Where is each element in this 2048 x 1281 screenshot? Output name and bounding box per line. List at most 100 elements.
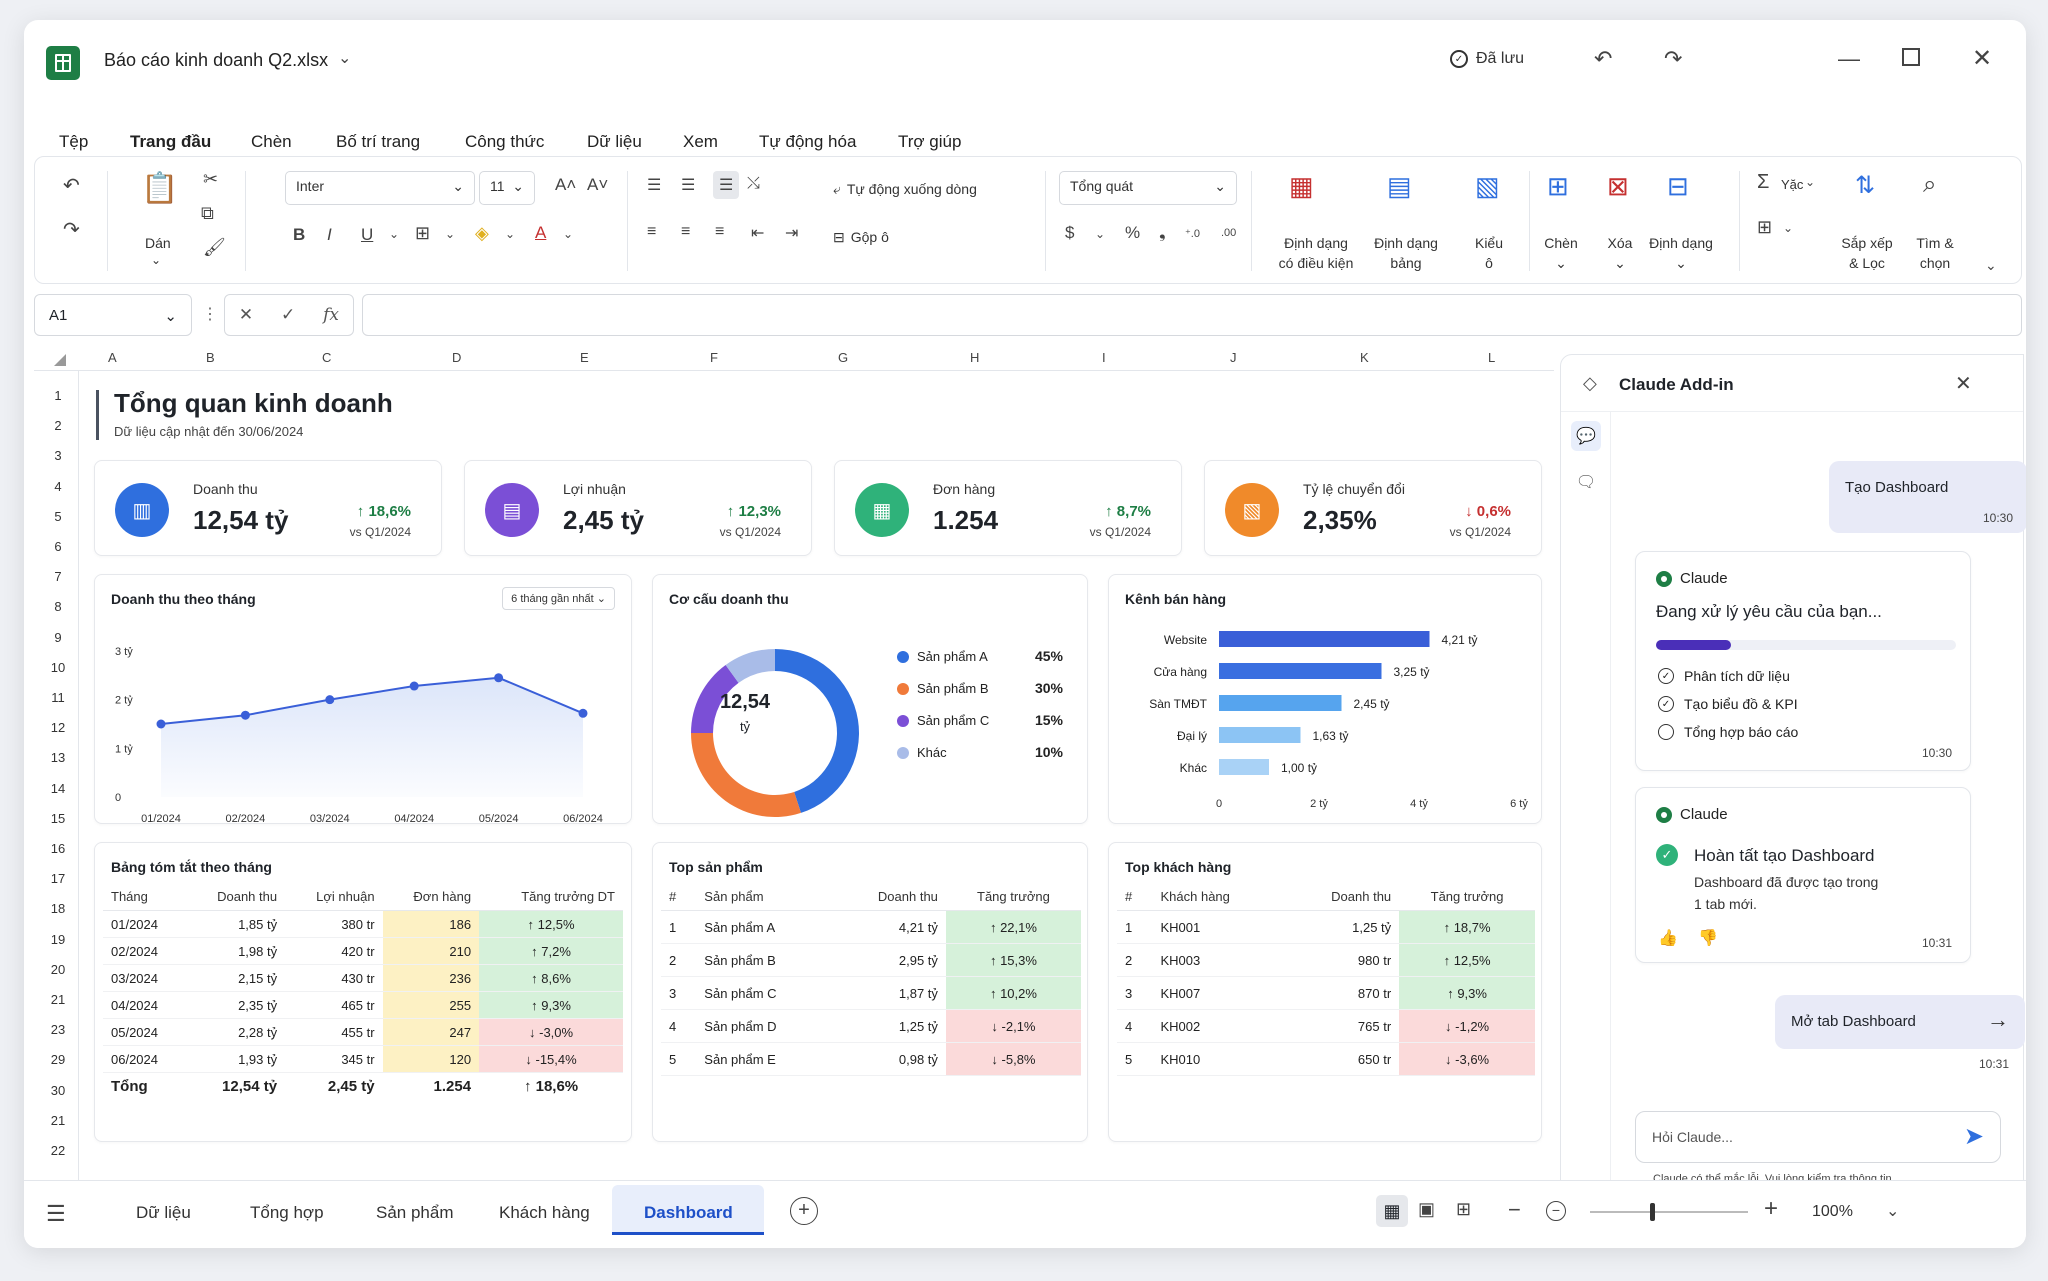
sort-filter-button[interactable]: Sắp xếp & Lọc [1841, 235, 1893, 271]
sort-filter-icon[interactable]: ⇅ [1855, 172, 1876, 199]
row-header[interactable]: 6 [54, 539, 62, 554]
table-cell[interactable]: 04/2024 [103, 991, 186, 1019]
delete-cells-button[interactable]: Xóa ⌄ [1607, 235, 1633, 271]
table-cell[interactable]: Sản phẩm C [696, 976, 831, 1010]
row-header[interactable]: 3 [54, 448, 62, 464]
cut-icon[interactable]: ✂ [203, 169, 219, 189]
conditional-format-icon[interactable]: ▦ [1289, 171, 1314, 201]
row-header[interactable]: 29 [50, 1052, 66, 1068]
chevron-down-icon[interactable]: ⌄ [151, 253, 162, 267]
cancel-icon[interactable]: ✕ [238, 305, 254, 324]
table-cell[interactable]: 5 [661, 1042, 697, 1076]
chat-icon[interactable]: 💬 [1571, 421, 1601, 451]
table-cell[interactable]: 255 [382, 991, 480, 1019]
table-cell[interactable]: 03/2024 [103, 964, 186, 992]
table-cell[interactable]: ↓ -15,4% [479, 1045, 623, 1073]
comments-icon[interactable]: 🗨 [1575, 474, 1597, 491]
send-icon[interactable]: ➤ [1963, 1123, 1984, 1150]
menu-page-layout[interactable]: Bố trí trang [336, 132, 421, 151]
table-cell[interactable]: 1 [661, 910, 697, 944]
increase-indent-icon[interactable]: ⇥ [785, 225, 799, 242]
row-header[interactable]: 20 [50, 961, 66, 977]
format-table-icon[interactable]: ▤ [1387, 171, 1412, 201]
format-cells-button[interactable]: Định dạng ⌄ [1649, 235, 1713, 271]
table-cell[interactable]: ↑ 10,2% [945, 976, 1081, 1010]
sheet-tab-summary[interactable]: Tổng hợp [250, 1203, 324, 1222]
table-cell[interactable]: 2,28 tỷ [185, 1018, 286, 1046]
col-header[interactable]: I [1102, 350, 1106, 365]
table-cell[interactable]: 120 [382, 1045, 480, 1073]
redo-icon[interactable]: ↷ [1664, 46, 1683, 71]
function-icon[interactable]: fx [323, 305, 340, 325]
menu-help[interactable]: Trợ giúp [898, 132, 962, 151]
undo-icon[interactable]: ↶ [1594, 46, 1613, 71]
name-box[interactable]: A1 ⌄ [34, 294, 192, 336]
chevron-down-icon[interactable]: ⌄ [1805, 175, 1816, 189]
table-cell[interactable]: 2,95 tỷ [830, 943, 946, 977]
minimize-icon[interactable]: — [1838, 46, 1860, 71]
table-cell[interactable]: KH007 [1152, 976, 1284, 1010]
col-header[interactable]: B [206, 350, 215, 365]
col-header[interactable]: J [1230, 350, 1237, 365]
table-cell[interactable]: 4 [1117, 1009, 1153, 1043]
more-options-icon[interactable]: ⋮ [202, 306, 218, 323]
align-middle-icon[interactable]: ☰ [681, 177, 696, 194]
thumbs-up-icon[interactable]: 👍 [1658, 930, 1678, 947]
table-cell[interactable]: ↑ 9,3% [479, 991, 623, 1019]
row-header[interactable]: 17 [50, 871, 66, 887]
row-header[interactable]: 19 [50, 931, 66, 947]
row-header[interactable]: 21 [50, 992, 66, 1007]
table-cell[interactable]: 420 tr [285, 937, 383, 965]
confirm-icon[interactable]: ✓ [281, 305, 296, 324]
insert-cells-icon[interactable]: ⊞ [1547, 171, 1569, 201]
undo-icon[interactable]: ↶ [63, 175, 80, 197]
table-cell[interactable]: Sản phẩm A [696, 910, 831, 944]
chevron-down-icon[interactable]: ⌄ [1095, 227, 1106, 241]
table-cell[interactable]: ↓ -3,0% [479, 1018, 623, 1046]
table-cell[interactable]: ↓ -3,6% [1399, 1042, 1535, 1076]
page-layout-view-icon[interactable]: ▣ [1418, 1199, 1436, 1219]
table-cell[interactable]: 5 [1117, 1042, 1153, 1076]
increase-decimal-icon[interactable]: ⁺.0 [1185, 228, 1200, 240]
table-cell[interactable]: 2 [661, 943, 697, 977]
chevron-down-icon[interactable]: ⌄ [338, 50, 352, 67]
col-header[interactable]: H [970, 350, 980, 365]
table-cell[interactable]: 06/2024 [103, 1045, 186, 1073]
table-cell[interactable]: ↓ -1,2% [1399, 1009, 1535, 1043]
conditional-format-button[interactable]: Định dạng có điều kiện [1278, 235, 1354, 271]
table-cell[interactable]: 1,93 tỷ [185, 1045, 286, 1073]
col-header[interactable]: G [838, 350, 849, 365]
row-header[interactable]: 15 [50, 810, 66, 826]
table-cell[interactable]: KH003 [1152, 943, 1284, 977]
table-cell[interactable]: 1.254 [433, 1078, 472, 1095]
sheet-tab-customers[interactable]: Khách hàng [499, 1203, 590, 1222]
table-cell[interactable]: 02/2024 [103, 937, 186, 965]
font-size-select[interactable]: 11 ⌄ [479, 171, 535, 205]
chevron-down-icon[interactable]: ⌄ [445, 227, 456, 241]
zoom-slider-handle[interactable] [1650, 1203, 1655, 1221]
table-cell[interactable]: 236 [382, 964, 480, 992]
borders-icon[interactable]: ⊞ [415, 223, 431, 243]
menu-view[interactable]: Xem [683, 132, 718, 151]
table-cell[interactable]: 1,25 tỷ [1283, 910, 1400, 944]
chevron-down-icon[interactable]: ⌄ [505, 227, 516, 241]
merge-cells-button[interactable]: ⊟ Gộp ô [833, 229, 889, 245]
table-cell[interactable]: 3 [661, 976, 697, 1010]
row-header[interactable]: 22 [50, 1143, 66, 1158]
table-cell[interactable]: 765 tr [1283, 1009, 1400, 1043]
table-cell[interactable]: ↑ 15,3% [945, 943, 1081, 977]
row-header[interactable]: 13 [50, 750, 66, 766]
wrap-text-button[interactable]: ⤶ Tự động xuống dòng [833, 181, 977, 197]
menu-home[interactable]: Trang đầu [130, 132, 212, 162]
col-header[interactable]: C [322, 350, 332, 365]
font-family-select[interactable]: Inter ⌄ [285, 171, 475, 205]
menu-file[interactable]: Tệp [59, 132, 89, 151]
underline-icon[interactable]: U [361, 225, 374, 244]
comma-style-icon[interactable]: ❟ [1159, 223, 1166, 242]
row-header[interactable]: 16 [50, 841, 66, 856]
add-sheet-icon[interactable]: + [790, 1197, 818, 1225]
table-cell[interactable]: 186 [382, 910, 480, 938]
row-header[interactable]: 4 [54, 478, 62, 494]
formula-input[interactable] [362, 294, 2022, 336]
table-cell[interactable]: 1,98 tỷ [185, 937, 286, 965]
